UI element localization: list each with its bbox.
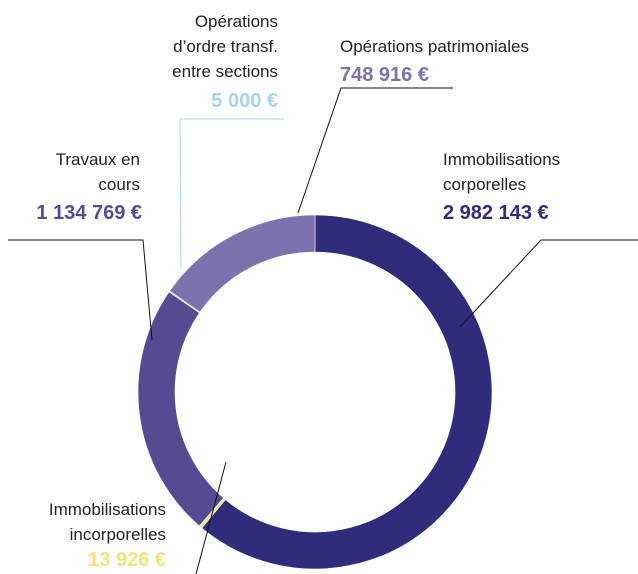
value-label: 1 134 769 € xyxy=(36,202,142,224)
value-label: 13 926 € xyxy=(88,549,166,571)
leader-line xyxy=(8,239,153,341)
category-label: Opérations d’ordre transf. entre section… xyxy=(172,12,278,81)
value-label: 748 916 € xyxy=(340,64,429,86)
leader-line xyxy=(297,87,453,214)
leader-line xyxy=(179,118,284,271)
category-label: Opérations patrimoniales xyxy=(340,37,529,56)
donut-segment xyxy=(201,214,493,570)
leader-line xyxy=(195,461,227,574)
donut-segment xyxy=(169,214,316,313)
value-label: 5 000 € xyxy=(211,90,278,112)
category-label: Travaux en cours xyxy=(55,150,140,194)
leader-line xyxy=(459,239,638,328)
value-label: 2 982 143 € xyxy=(443,202,549,224)
category-label: Immobilisations corporelles xyxy=(443,150,561,194)
category-label: Immobilisations incorporelles xyxy=(48,500,166,544)
